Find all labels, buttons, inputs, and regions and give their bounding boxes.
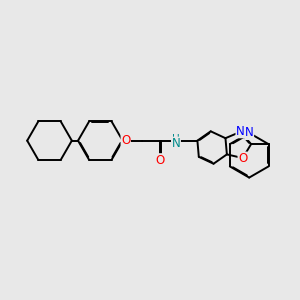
Text: O: O — [121, 134, 130, 147]
Text: H: H — [172, 134, 180, 144]
Text: O: O — [238, 152, 247, 165]
Text: N: N — [236, 125, 245, 138]
Text: N: N — [245, 127, 254, 140]
Text: O: O — [155, 154, 165, 167]
Text: N: N — [172, 137, 180, 150]
